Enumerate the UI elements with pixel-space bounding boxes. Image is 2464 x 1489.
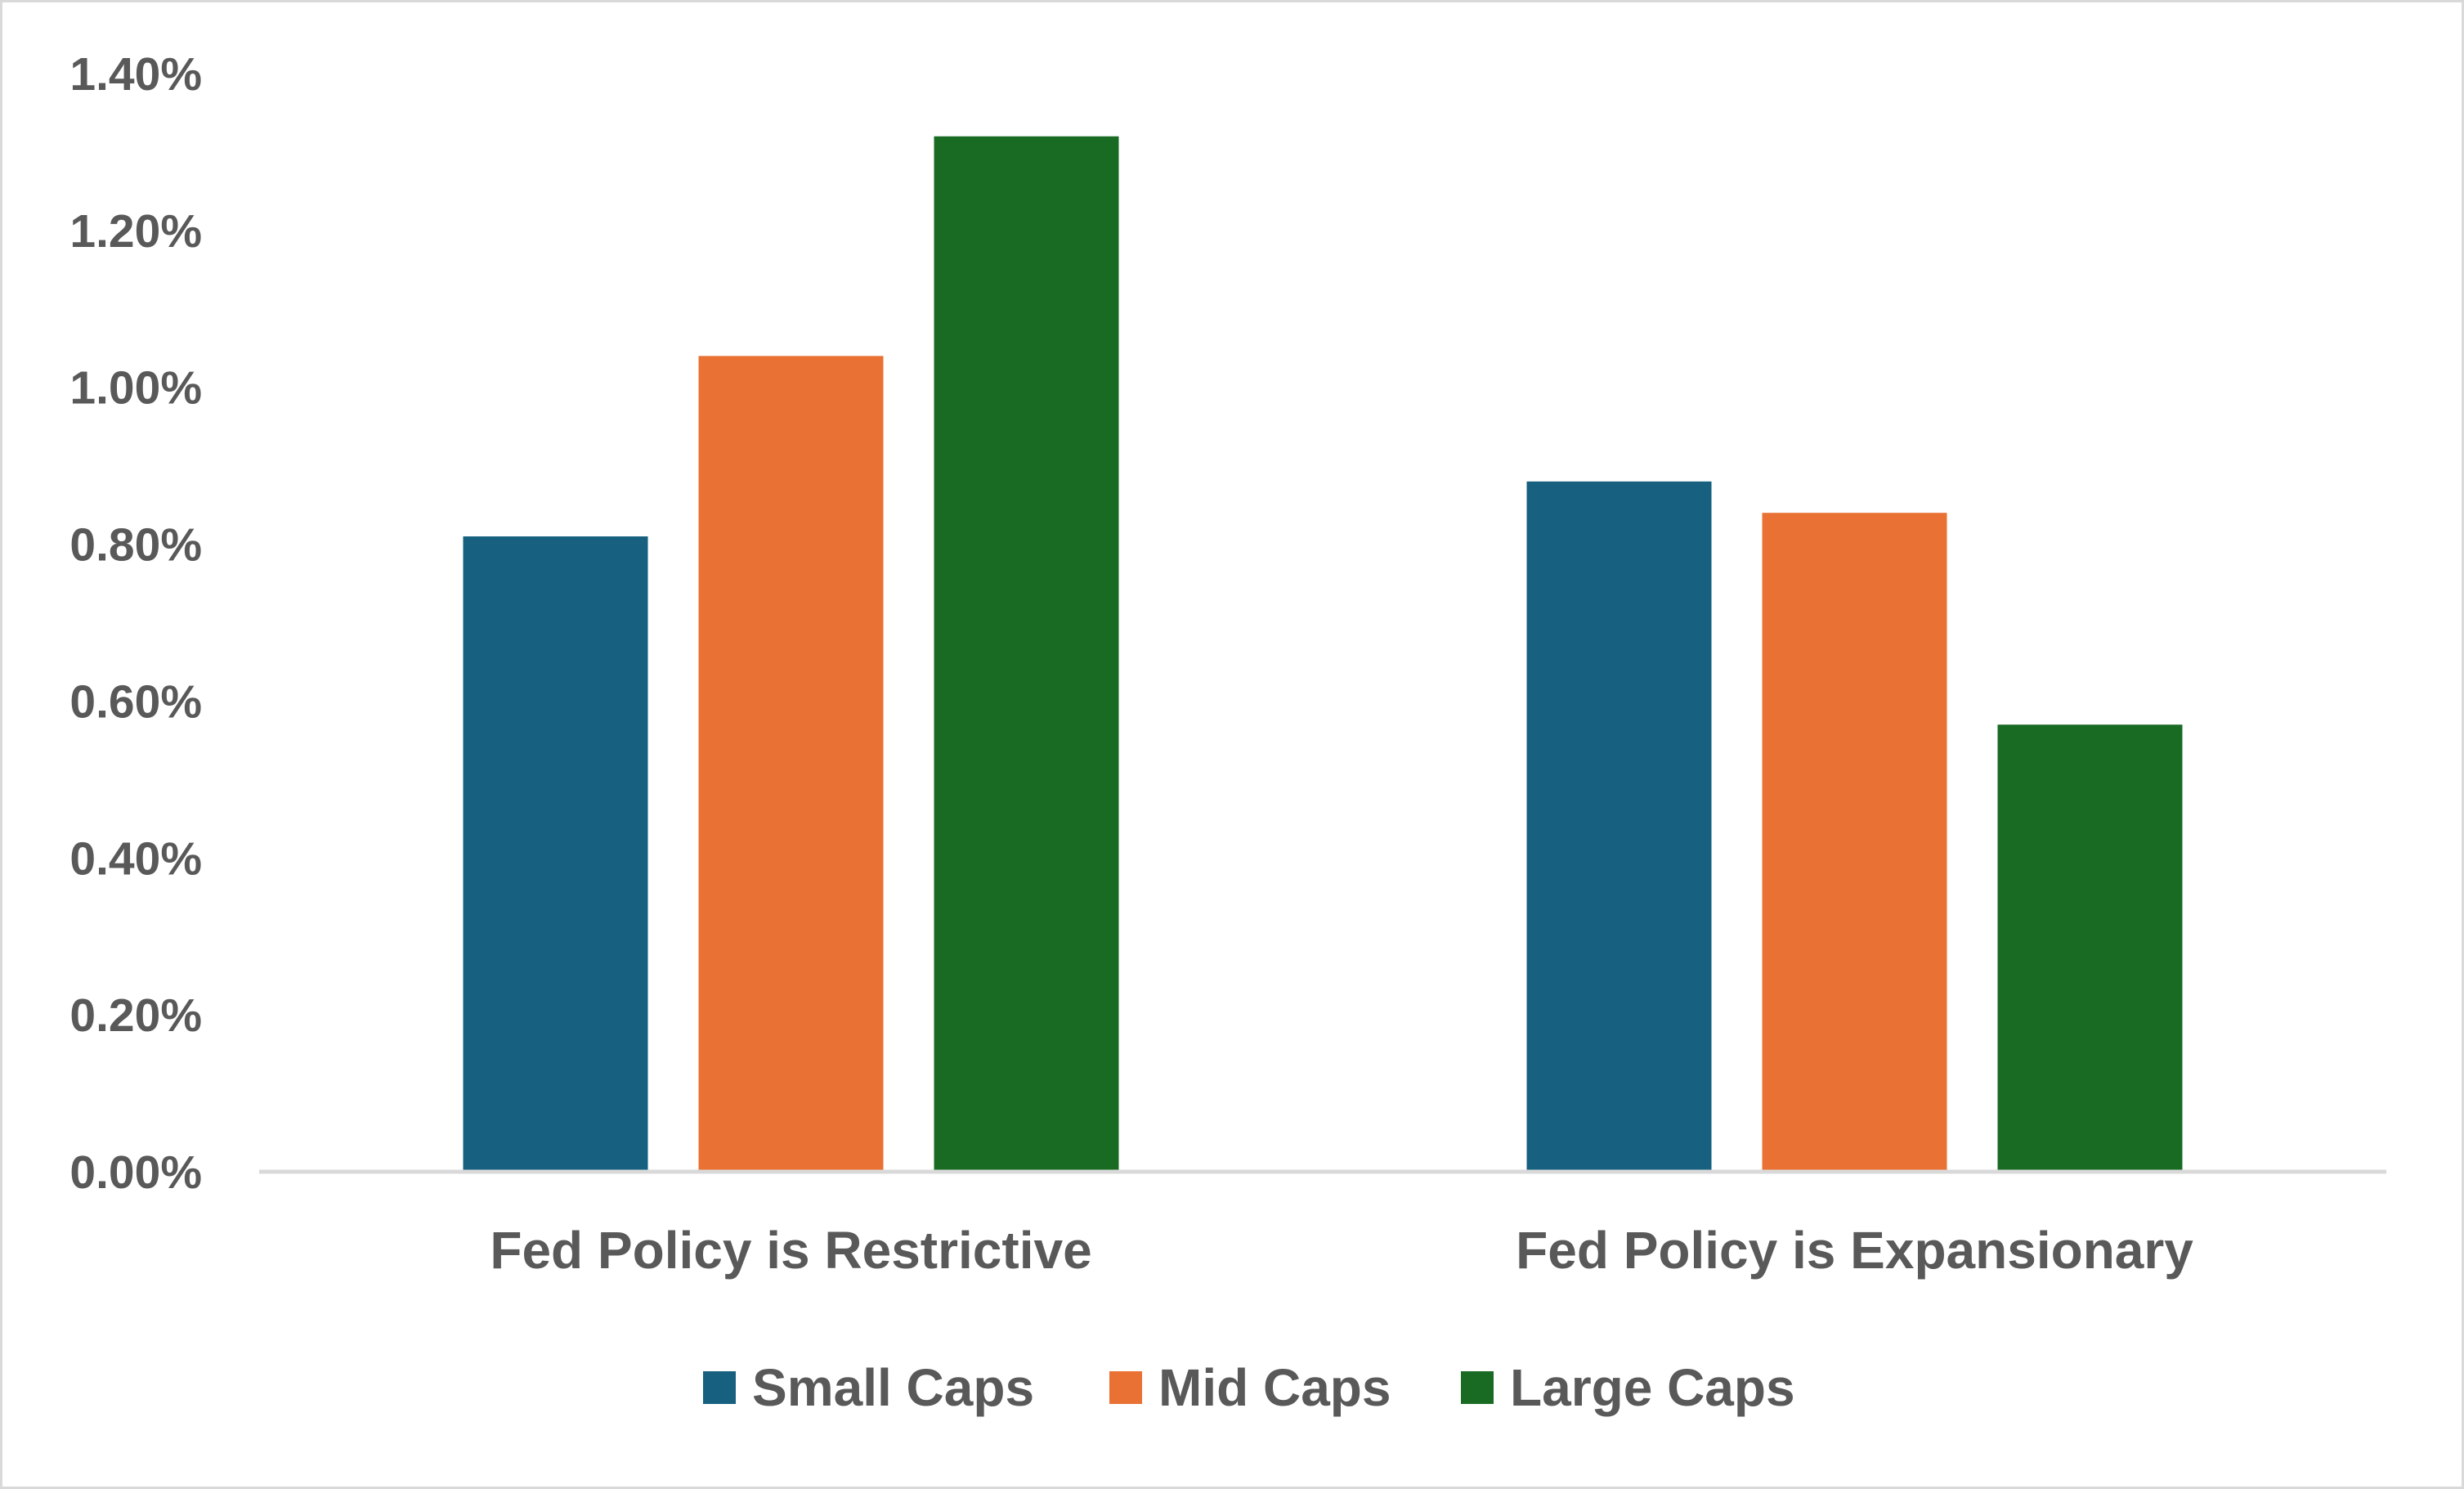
y-tick-label: 1.20% [69, 205, 202, 258]
y-tick-label: 1.00% [69, 362, 202, 415]
legend-item: Large Caps [1461, 1358, 1795, 1417]
bars [463, 136, 2183, 1172]
y-tick-label: 0.00% [69, 1146, 202, 1199]
legend-label: Large Caps [1510, 1358, 1795, 1417]
legend-label: Small Caps [752, 1358, 1034, 1417]
y-axis-ticks: 0.00% 0.20% 0.40% 0.60% 0.80% 1.00% 1.20% 1.40% [69, 48, 202, 1199]
legend-item: Small Caps [703, 1358, 1034, 1417]
x-axis-labels: Fed Policy is Restrictive Fed Policy is E… [490, 1221, 2193, 1280]
y-tick-label: 0.20% [69, 989, 202, 1042]
x-category-label: Fed Policy is Expansionary [1516, 1221, 2193, 1280]
y-tick-label: 0.40% [69, 832, 202, 885]
bar-large-caps-expansionary [1997, 724, 2183, 1172]
x-category-label: Fed Policy is Restrictive [490, 1221, 1091, 1280]
legend-item: Mid Caps [1109, 1358, 1391, 1417]
y-tick-label: 0.60% [69, 675, 202, 728]
legend-swatch [1109, 1371, 1142, 1404]
legend-label: Mid Caps [1158, 1358, 1391, 1417]
bar-small-caps-expansionary [1526, 481, 1712, 1172]
y-tick-label: 0.80% [69, 519, 202, 572]
bar-small-caps-restrictive [463, 536, 648, 1172]
bar-mid-caps-restrictive [698, 356, 884, 1172]
y-tick-label: 1.40% [69, 48, 202, 101]
bar-mid-caps-expansionary [1762, 513, 1947, 1172]
legend-swatch [1461, 1371, 1494, 1404]
legend-swatch [703, 1371, 736, 1404]
legend: Small Caps Mid Caps Large Caps [703, 1358, 1795, 1417]
bar-large-caps-restrictive [934, 136, 1119, 1172]
